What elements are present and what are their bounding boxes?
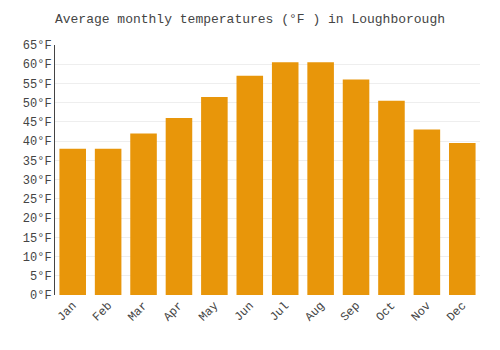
svg-text:35°F: 35°F (23, 155, 52, 169)
svg-text:Mar: Mar (125, 299, 150, 324)
svg-text:20°F: 20°F (23, 212, 52, 226)
svg-text:Jan: Jan (55, 299, 80, 324)
svg-text:Sep: Sep (338, 299, 363, 324)
svg-text:Jul: Jul (267, 299, 292, 324)
svg-text:Feb: Feb (90, 299, 115, 324)
svg-text:May: May (196, 299, 221, 324)
svg-text:25°F: 25°F (23, 193, 52, 207)
svg-text:Oct: Oct (373, 299, 398, 324)
svg-text:0°F: 0°F (30, 289, 52, 303)
svg-text:65°F: 65°F (23, 39, 52, 53)
svg-text:40°F: 40°F (23, 135, 52, 149)
svg-text:50°F: 50°F (23, 97, 52, 111)
svg-text:Average monthly temperatures (: Average monthly temperatures (°F ) in Lo… (55, 12, 445, 27)
svg-text:10°F: 10°F (23, 251, 52, 265)
svg-text:Dec: Dec (444, 299, 469, 324)
svg-text:Apr: Apr (161, 299, 186, 324)
svg-text:Jun: Jun (232, 299, 257, 324)
svg-text:45°F: 45°F (23, 116, 52, 130)
svg-text:Aug: Aug (303, 299, 328, 324)
svg-text:5°F: 5°F (30, 270, 52, 284)
svg-text:55°F: 55°F (23, 78, 52, 92)
svg-text:15°F: 15°F (23, 232, 52, 246)
svg-text:60°F: 60°F (23, 58, 52, 72)
svg-text:Nov: Nov (409, 299, 434, 324)
svg-text:30°F: 30°F (23, 174, 52, 188)
